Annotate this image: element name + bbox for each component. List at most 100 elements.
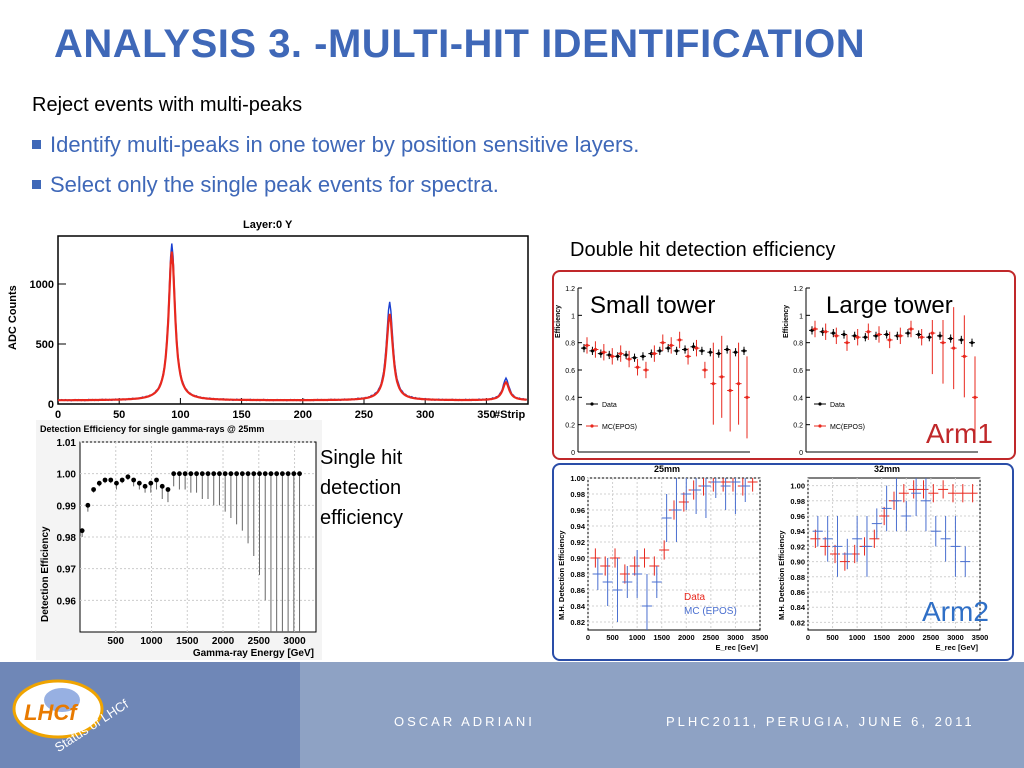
data-point — [962, 354, 966, 358]
data-point — [691, 345, 696, 349]
data-point — [125, 474, 131, 480]
data-point — [906, 331, 910, 335]
data-point — [941, 341, 945, 345]
chart-title: 25mm — [654, 464, 680, 474]
data-point — [590, 349, 595, 353]
large-tower-label: Large tower — [826, 292, 953, 320]
arm1-large-tower-chart: 0 0.2 0.4 0.6 0.8 1 1.2 Efficiency Data MC(EPOS) — [783, 286, 978, 457]
data-point — [678, 338, 682, 342]
bullet-item: Identify multi-peaks in one tower by pos… — [32, 132, 639, 158]
y-tick-label: 1.01 — [57, 438, 77, 449]
y-tick-label: 1.2 — [793, 286, 803, 293]
y-tick-label: 1.00 — [57, 470, 77, 481]
data-point — [593, 347, 598, 352]
data-point — [694, 346, 699, 350]
x-axis-label: E_rec [GeV] — [715, 643, 758, 652]
x-tick-label: 3000 — [283, 636, 306, 647]
y-tick-label: 0.96 — [57, 596, 77, 607]
legend-dot — [818, 424, 822, 428]
data-point — [108, 477, 114, 483]
data-point — [257, 471, 262, 477]
data-point — [959, 338, 963, 342]
data-point — [708, 350, 712, 354]
data-point — [102, 477, 108, 483]
y-tick-label: 0.88 — [570, 570, 585, 579]
y-tick-label: 0.90 — [570, 554, 585, 563]
data-point — [297, 471, 302, 477]
data-point — [602, 350, 606, 354]
y-axis-label: M.H. Detection Efficiency — [557, 530, 566, 620]
data-point — [177, 471, 182, 477]
legend-label: MC(EPOS) — [602, 424, 637, 431]
x-tick-label: 3500 — [972, 633, 989, 642]
y-tick-label: 0.82 — [570, 618, 585, 627]
data-point — [619, 352, 623, 356]
y-axis-label: ADC Counts — [7, 285, 19, 350]
data-point — [669, 343, 673, 347]
data-point — [148, 480, 154, 486]
data-point — [927, 335, 931, 339]
data-point — [205, 471, 211, 477]
data-point — [834, 334, 838, 338]
data-point — [863, 335, 867, 339]
data-point — [222, 471, 228, 477]
adc-counts-chart: Layer:0 Y 0 50 100 150 200 250 300 350 0 500 1000 #S… — [7, 219, 529, 421]
data-point — [131, 477, 137, 483]
data-point — [745, 395, 749, 399]
single-hit-label: Single hit detection efficiency — [320, 447, 404, 529]
y-tick-label: 0.4 — [565, 395, 575, 402]
data-point — [211, 471, 217, 477]
y-tick-label: 0.4 — [793, 395, 803, 402]
data-point — [624, 353, 628, 357]
data-point — [274, 471, 280, 477]
x-tick-label: 2000 — [898, 633, 915, 642]
y-axis-label: M.H. Detection Efficiency — [777, 530, 786, 620]
data-point — [658, 349, 662, 353]
data-point — [874, 334, 878, 338]
data-point — [813, 327, 817, 331]
data-point — [91, 487, 96, 492]
y-tick-label: 500 — [36, 339, 54, 351]
y-tick-label: 0 — [799, 450, 803, 457]
arm2-32mm-chart: 32mm 0.82 0.84 0.86 0.88 0.90 0.92 0.94 0.96 0.98… — [777, 464, 989, 652]
lhcf-logo-icon: LHCf — [12, 679, 104, 739]
y-tick-label: 0.86 — [570, 586, 585, 595]
data-point — [291, 471, 297, 477]
data-point — [632, 356, 637, 360]
x-axis-label: E_rec [GeV] — [935, 643, 978, 652]
x-tick-label: 1000 — [849, 633, 866, 642]
data-point — [725, 347, 729, 352]
y-tick-label: 0 — [571, 450, 575, 457]
data-point — [136, 480, 142, 486]
data-point — [188, 471, 194, 477]
data-point — [686, 354, 690, 358]
data-point — [683, 347, 687, 352]
x-axis-label: #Strip — [494, 409, 525, 421]
data-point — [866, 330, 870, 334]
x-tick-label: 3500 — [752, 633, 769, 642]
data-point — [885, 332, 889, 337]
arm1-small-tower-chart: 0 0.2 0.4 0.6 0.8 1 1.2 Efficiency Data MC(EPOS) — [555, 286, 750, 457]
chart-title: Layer:0 Y — [243, 219, 293, 231]
data-point — [79, 528, 85, 534]
data-point — [171, 471, 177, 477]
x-tick-label: 2500 — [703, 633, 720, 642]
y-tick-label: 0.98 — [57, 533, 77, 544]
bullet-item: Select only the single peak events for s… — [32, 172, 499, 198]
data-point — [821, 330, 825, 334]
data-point — [85, 502, 91, 508]
y-tick-label: 0.8 — [565, 341, 575, 348]
y-tick-label: 0.88 — [790, 573, 805, 582]
legend-dot — [590, 402, 594, 406]
data-point — [245, 471, 251, 477]
data-point — [627, 357, 631, 361]
footer-conference: PLHC2011, PERUGIA, JUNE 6, 2011 — [666, 714, 975, 729]
y-tick-label: 1 — [571, 313, 575, 320]
data-point — [898, 334, 902, 338]
single-hit-efficiency-chart: Detection Efficiency for single gamma-ra… — [36, 420, 322, 660]
data-point — [842, 332, 846, 337]
x-tick-label: 1500 — [653, 633, 670, 642]
legend-label: MC(EPOS) — [830, 424, 865, 431]
data-point — [616, 354, 620, 358]
data-point — [810, 328, 814, 332]
